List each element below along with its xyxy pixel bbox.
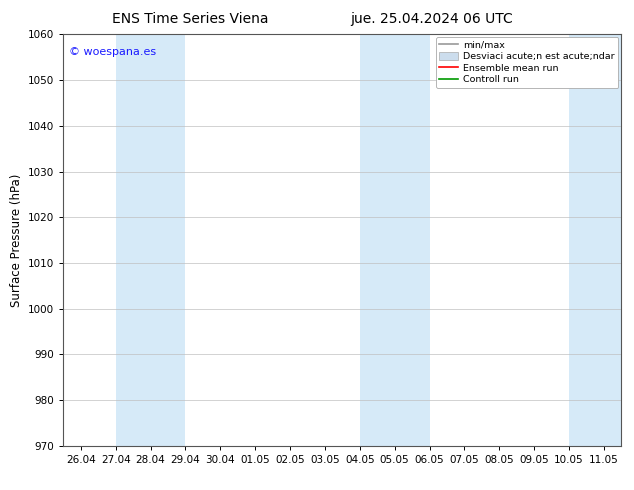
Y-axis label: Surface Pressure (hPa): Surface Pressure (hPa) — [10, 173, 23, 307]
Bar — [569, 34, 621, 446]
Legend: min/max, Desviaci acute;n est acute;ndar, Ensemble mean run, Controll run: min/max, Desviaci acute;n est acute;ndar… — [436, 37, 619, 88]
Text: ENS Time Series Viena: ENS Time Series Viena — [112, 12, 268, 26]
Text: jue. 25.04.2024 06 UTC: jue. 25.04.2024 06 UTC — [350, 12, 512, 26]
Bar — [359, 34, 429, 446]
Bar — [116, 34, 185, 446]
Text: © woespana.es: © woespana.es — [69, 47, 156, 57]
